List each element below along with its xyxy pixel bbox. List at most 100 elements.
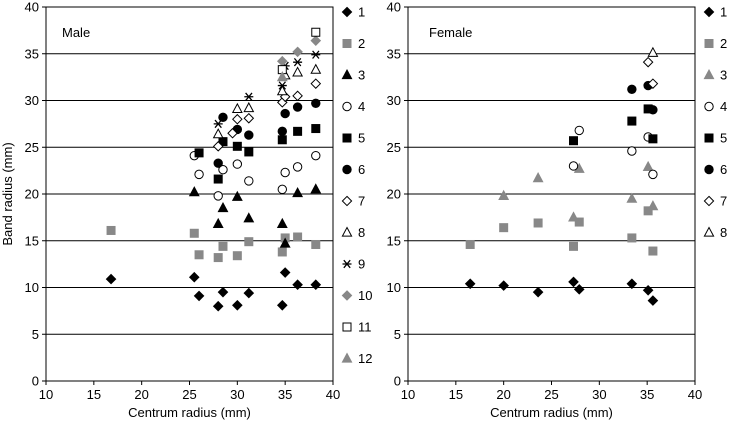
data-point xyxy=(311,50,321,59)
data-point xyxy=(292,102,303,112)
data-point xyxy=(647,200,659,211)
panel-title: Female xyxy=(429,25,472,40)
data-point xyxy=(231,102,243,114)
y-tick-label: 0 xyxy=(394,374,401,389)
series-1 xyxy=(464,276,659,306)
legend-marker xyxy=(704,164,714,175)
data-point xyxy=(244,147,254,157)
legend-marker xyxy=(341,195,353,207)
series-4 xyxy=(568,125,658,180)
data-point xyxy=(276,85,288,96)
legend-label: 11 xyxy=(358,320,372,335)
data-point xyxy=(464,278,476,290)
data-point xyxy=(279,267,291,278)
y-tick-label: 0 xyxy=(32,374,39,389)
data-point xyxy=(310,279,322,291)
x-tick-label: 35 xyxy=(278,387,292,402)
data-point xyxy=(311,98,321,109)
data-point xyxy=(244,237,254,247)
data-point xyxy=(189,228,199,238)
data-point xyxy=(232,113,243,125)
legend-label: 6 xyxy=(720,162,727,177)
x-tick-label: 30 xyxy=(230,387,244,402)
data-point xyxy=(105,273,117,285)
data-point xyxy=(292,90,303,102)
data-point xyxy=(532,286,544,298)
legend-marker xyxy=(342,101,352,112)
data-point xyxy=(213,174,223,184)
x-tick-label: 15 xyxy=(449,387,463,402)
panel-title: Male xyxy=(62,25,90,40)
data-point xyxy=(311,124,321,134)
series-1 xyxy=(105,267,322,312)
legend-label: 4 xyxy=(720,99,727,114)
x-tick-label: 25 xyxy=(544,387,558,402)
legend-marker xyxy=(342,164,352,175)
data-point xyxy=(465,239,475,249)
data-point xyxy=(280,167,290,178)
data-point xyxy=(293,232,303,242)
data-point xyxy=(568,161,579,171)
data-point xyxy=(626,192,638,203)
data-point xyxy=(218,241,228,251)
data-point xyxy=(310,35,322,46)
legend-label: 8 xyxy=(358,225,365,240)
legend-marker xyxy=(341,290,353,301)
legend-label: 8 xyxy=(720,225,727,240)
series-7 xyxy=(642,56,659,89)
data-point xyxy=(310,78,322,89)
data-point xyxy=(648,134,658,144)
data-point xyxy=(212,217,224,229)
y-tick-label: 10 xyxy=(25,280,39,295)
legend-label: 12 xyxy=(358,351,372,366)
series-11 xyxy=(277,27,321,75)
data-point xyxy=(244,176,254,186)
data-point xyxy=(292,66,304,77)
y-tick-label: 25 xyxy=(25,140,39,155)
data-point xyxy=(212,300,224,312)
data-point xyxy=(643,206,653,216)
series-8 xyxy=(212,63,322,139)
data-point xyxy=(213,158,223,168)
x-tick-label: 15 xyxy=(87,387,101,402)
y-tick-label: 15 xyxy=(387,233,401,248)
data-point xyxy=(293,126,303,136)
data-point xyxy=(244,92,254,101)
data-point xyxy=(218,112,228,123)
legend-label: 10 xyxy=(358,288,372,303)
legend-marker xyxy=(341,226,353,237)
x-tick-label: 25 xyxy=(182,387,196,402)
data-point xyxy=(277,135,287,145)
series-3 xyxy=(498,160,659,222)
data-point xyxy=(642,284,654,296)
data-point xyxy=(279,237,291,248)
x-tick-label: 40 xyxy=(326,387,340,402)
legend-label: 1 xyxy=(720,5,727,20)
legend-marker xyxy=(341,68,353,80)
data-point xyxy=(648,246,658,256)
legend-label: 6 xyxy=(358,162,365,177)
data-point xyxy=(276,217,288,229)
data-point xyxy=(244,130,254,140)
y-tick-label: 30 xyxy=(387,93,401,108)
data-point xyxy=(276,71,288,82)
legend-marker xyxy=(342,259,352,269)
data-point xyxy=(194,250,204,260)
legend-label: 5 xyxy=(720,131,727,146)
data-point xyxy=(647,295,659,306)
series-12 xyxy=(276,71,288,82)
data-point xyxy=(310,63,322,74)
data-point xyxy=(213,253,223,263)
x-axis-label: Centrum radius (mm) xyxy=(128,405,251,420)
data-point xyxy=(498,189,510,200)
series-3 xyxy=(188,183,322,248)
data-point xyxy=(311,27,321,37)
legend-marker xyxy=(341,352,353,363)
data-point xyxy=(569,136,579,146)
data-point xyxy=(193,290,205,302)
data-point xyxy=(194,169,204,180)
data-point xyxy=(293,57,303,67)
data-point xyxy=(232,159,243,169)
data-point xyxy=(227,127,238,139)
